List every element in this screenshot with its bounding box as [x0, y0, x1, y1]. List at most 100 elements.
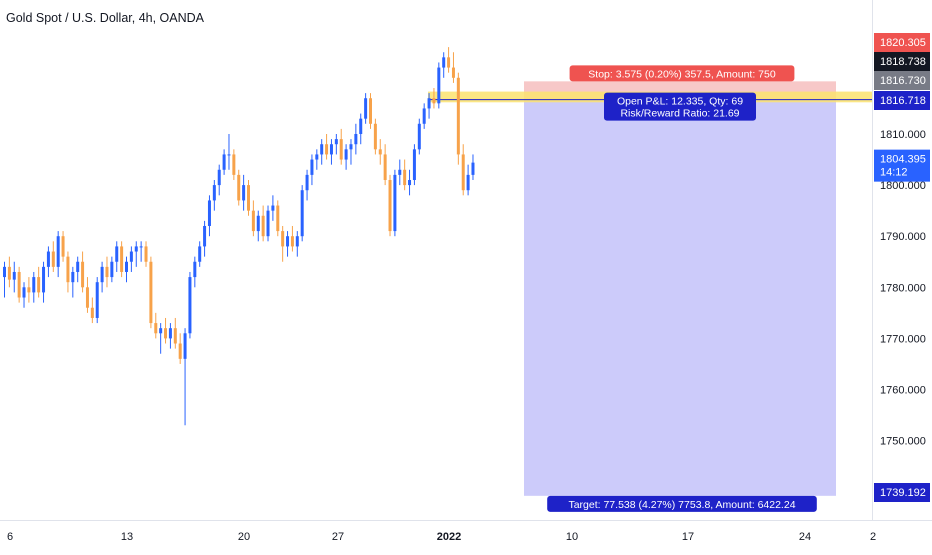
- candle-body: [168, 328, 172, 339]
- candle-body: [461, 154, 465, 191]
- candle-body: [95, 282, 99, 318]
- candle-body: [383, 154, 387, 180]
- candle-body: [281, 231, 285, 247]
- x-tick-label: 2022: [437, 531, 461, 543]
- candle-body: [451, 67, 455, 78]
- candle-body: [115, 246, 119, 262]
- candle-body: [325, 144, 329, 155]
- candle-body: [7, 266, 11, 280]
- candle-body: [125, 261, 128, 272]
- candle-body: [217, 169, 221, 186]
- candle-body: [22, 287, 26, 298]
- candle-body: [456, 77, 460, 155]
- price-label-tag: [874, 71, 930, 90]
- x-tick-label: 13: [121, 531, 133, 543]
- candle-body: [81, 261, 85, 288]
- candle-body: [276, 205, 280, 232]
- candle-body: [183, 333, 187, 359]
- y-tick-label: 1780.000: [880, 282, 926, 294]
- y-tick-label: 1800.000: [880, 180, 926, 192]
- price-label-text: 1816.730: [880, 75, 926, 87]
- candle-body: [295, 236, 299, 247]
- candle-body: [315, 154, 319, 160]
- candle-body: [105, 266, 109, 278]
- candle-body: [42, 266, 46, 293]
- candle-body: [412, 149, 416, 180]
- candle-body: [271, 205, 275, 211]
- candle-body: [159, 328, 163, 334]
- y-tick-label: 1760.000: [880, 385, 926, 397]
- candle-body: [144, 246, 148, 262]
- candle-body: [393, 174, 397, 232]
- candle-body: [373, 123, 377, 150]
- candle-body: [286, 236, 290, 247]
- candle-body: [417, 123, 421, 150]
- target-zone[interactable]: [524, 99, 836, 496]
- candle-body: [207, 200, 211, 226]
- candle-body: [237, 174, 241, 201]
- x-tick-label: 20: [238, 531, 250, 543]
- candle-body: [261, 215, 265, 237]
- price-label-tag: [874, 52, 930, 71]
- target-label-box: [547, 495, 817, 512]
- candle-body: [364, 98, 368, 119]
- candle-body: [71, 271, 75, 283]
- candle-body: [334, 139, 338, 145]
- candle-body: [110, 261, 114, 278]
- candle-body: [388, 179, 392, 232]
- candle-body: [242, 185, 246, 201]
- stop-label-box: [569, 65, 795, 82]
- y-tick-label: 1810.000: [880, 129, 926, 141]
- candle-body: [32, 277, 36, 293]
- candle-body: [398, 169, 402, 175]
- candle-body: [408, 179, 412, 186]
- candle-body: [442, 57, 446, 68]
- candle-body: [471, 162, 475, 175]
- x-tick-label: 17: [682, 531, 694, 543]
- candle-body: [266, 210, 270, 237]
- x-tick-label: 10: [566, 531, 578, 543]
- price-label-tag: [874, 483, 930, 502]
- pnl-label-text: Open P&L: 12.335, Qty: 69: [617, 96, 743, 108]
- current-price-text: 1804.395: [880, 154, 926, 166]
- candle-body: [349, 144, 353, 150]
- candle-body: [188, 277, 192, 334]
- candle-body: [66, 256, 70, 283]
- candle-body: [339, 139, 343, 160]
- y-tick-label: 1770.000: [880, 333, 926, 345]
- stop-label-text: Stop: 3.575 (0.20%) 357.5, Amount: 750: [588, 68, 776, 80]
- x-tick-label: 27: [332, 531, 344, 543]
- price-label-tag: [874, 33, 930, 52]
- candle-body: [251, 210, 255, 232]
- x-tick-label: 6: [7, 531, 13, 543]
- candle-body: [300, 190, 304, 237]
- chart-title: Gold Spot / U.S. Dollar, 4h, OANDA: [6, 11, 204, 25]
- candle-body: [3, 266, 6, 278]
- candle-body: [173, 328, 177, 344]
- candle-body: [344, 149, 348, 160]
- current-price-tag: [874, 149, 930, 182]
- candle-body: [134, 246, 138, 252]
- price-label-text: 1739.192: [880, 487, 926, 499]
- x-tick-label: 24: [799, 531, 811, 543]
- candle-body: [227, 154, 231, 156]
- candle-body: [90, 307, 94, 318]
- candle-body: [51, 251, 55, 267]
- candle-body: [422, 108, 426, 124]
- candle-body: [222, 154, 226, 170]
- candle-body: [310, 159, 314, 175]
- price-label-text: 1820.305: [880, 37, 926, 49]
- candle-body: [120, 246, 124, 272]
- candle-body: [27, 287, 31, 293]
- candle-body: [256, 215, 260, 232]
- candle-body: [139, 246, 143, 248]
- candle-body: [329, 144, 333, 155]
- candle-body: [247, 185, 250, 211]
- candle-body: [46, 251, 50, 267]
- candle-body: [447, 57, 451, 68]
- candle-body: [290, 236, 294, 247]
- candle-body: [354, 134, 358, 145]
- candle-body: [212, 185, 216, 201]
